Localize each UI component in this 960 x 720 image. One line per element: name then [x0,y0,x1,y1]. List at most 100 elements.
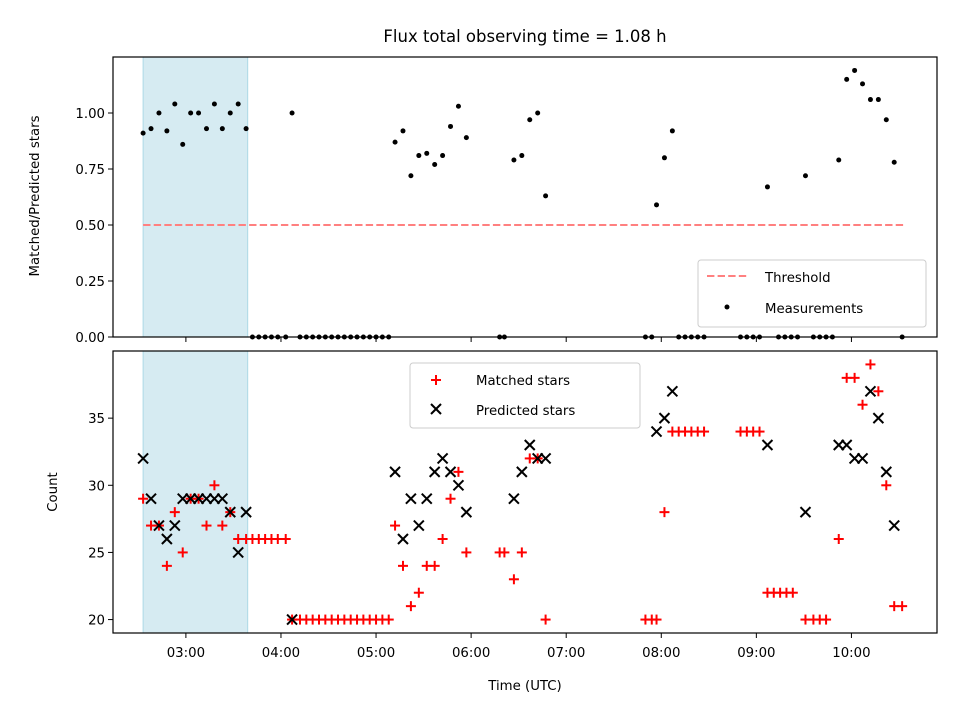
measurement-point [891,159,897,165]
matched-star-point [383,614,394,625]
measurement-point [875,97,881,103]
matched-star-point [161,560,172,571]
top-panel: Flux total observing time = 1.08 h Match… [28,27,938,346]
matched-star-point [201,520,212,531]
matched-star-point [177,547,188,558]
matched-star-point [865,359,876,370]
x-tick-label: 09:00 [737,646,775,661]
matched-star-point [754,426,765,437]
matched-star-point [833,534,844,544]
matched-star-point [413,587,424,598]
measurement-point [535,110,541,116]
measurement-point [392,139,398,145]
predicted-star-point [856,452,869,465]
measurement-point [440,153,446,159]
measurement-point [164,128,170,134]
predicted-stars-legend-label: Predicted stars [476,404,575,419]
measurement-point [802,173,808,179]
predicted-star-point [389,466,401,478]
measurement-point [408,173,414,179]
matched-star-point [873,386,884,397]
predicted-star-point [436,452,449,465]
measurement-point [243,126,249,132]
predicted-star-point [397,533,409,545]
measurement-point [867,97,873,103]
matched-star-point [429,560,440,571]
measurement-point [424,150,430,156]
measurement-point [400,128,406,134]
x-tick-label: 07:00 [547,646,585,661]
matched-star-point [437,534,448,544]
measurement-point [416,153,422,159]
matched-star-point [405,601,416,612]
predicted-star-point [888,519,900,532]
predicted-star-point [516,466,528,478]
threshold-legend-label: Threshold [764,271,831,286]
measurement-point [860,81,866,87]
predicted-star-point [880,466,892,478]
measurement-point [463,135,469,141]
x-tick-label: 06:00 [452,646,490,661]
bottom-y-tick-label: 30 [88,479,105,494]
top-y-tick-label: 0.00 [75,331,105,346]
measurement-point [227,110,233,116]
predicted-star-point [460,506,473,518]
x-tick-label: 05:00 [357,646,395,661]
matched-star-point [209,480,220,491]
bottom-y-tick-label: 20 [88,614,105,629]
measurement-point [188,110,194,116]
predicted-star-point [650,425,663,438]
matched-star-point [651,614,662,625]
matched-star-point [881,480,892,491]
predicted-star-point [666,385,679,397]
predicted-star-point [840,439,853,451]
x-tick-label: 10:00 [832,646,870,661]
bottom-panel: Time (UTC) Count 03:00 04:00 05:00 06:00 07:… [46,350,938,694]
measurement-point [764,184,770,190]
matched-star-point [508,574,519,585]
bottom-y-tick-label: 35 [88,412,105,427]
measurement-point [196,110,202,116]
matched-star-point [849,372,860,383]
measurement-point [844,76,850,82]
measurement-point [172,101,178,107]
predicted-stars-legend-marker [430,403,442,415]
measurement-point [883,117,889,123]
predicted-star-point [872,412,885,424]
predicted-star-point [452,479,465,491]
top-y-tick-label: 0.50 [75,219,105,234]
predicted-star-point [169,519,181,532]
matched-star-point [699,426,710,437]
matched-star-point [453,466,464,477]
measurement-point [148,126,154,132]
predicted-star-point [864,385,877,397]
top-y-tick-label: 0.25 [75,275,105,290]
matched-star-point [897,601,908,612]
matched-star-point [540,614,551,625]
bottom-y-tick-label: 25 [88,546,105,561]
bottom-plot-area: 03:00 04:00 05:00 06:00 07:00 08:00 09:00 10:00… [88,350,938,661]
predicted-star-point [161,533,173,545]
predicted-star-point [137,452,149,465]
measurement-point [219,126,225,132]
matched-star-point [516,547,527,558]
predicted-star-point [413,519,425,532]
predicted-star-point [428,466,441,478]
predicted-star-point [240,506,252,518]
measurement-point [203,126,209,132]
bottom-panel-xlabel: Time (UTC) [487,679,562,694]
matched-star-point [169,507,180,518]
measurement-point [519,153,525,159]
top-legend-box [697,259,927,328]
measurements-legend-label: Measurements [765,302,863,317]
measurement-point [543,193,549,199]
top-y-tick-label: 1.00 [75,107,105,122]
matched-star-point [821,614,832,625]
top-panel-ylabel: Matched/Predicted stars [28,115,43,276]
top-shaded-span [142,56,249,338]
bottom-shaded-span [142,350,249,634]
predicted-star-point [216,493,229,505]
matched-stars-legend-label: Matched stars [476,374,570,389]
matched-star-point [138,493,149,504]
predicted-star-point [405,493,417,505]
